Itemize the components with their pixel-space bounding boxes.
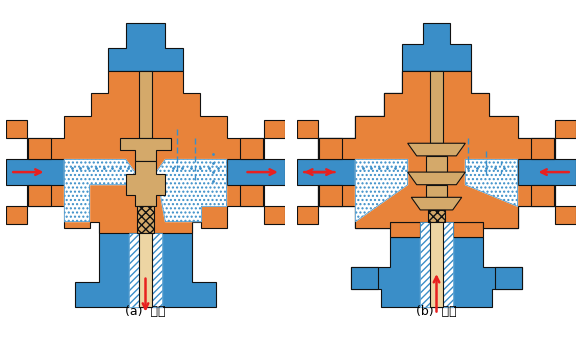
Polygon shape (157, 159, 226, 222)
Bar (129, 233, 162, 307)
Polygon shape (555, 120, 576, 138)
Polygon shape (126, 161, 165, 206)
Polygon shape (264, 120, 285, 138)
Bar (428, 210, 445, 222)
Polygon shape (240, 185, 262, 206)
Polygon shape (75, 222, 216, 307)
Bar (430, 71, 443, 143)
Polygon shape (351, 222, 522, 307)
Polygon shape (356, 159, 407, 222)
Polygon shape (65, 159, 134, 222)
Polygon shape (407, 172, 466, 185)
Polygon shape (226, 159, 285, 185)
Polygon shape (129, 233, 162, 307)
Polygon shape (356, 159, 407, 222)
Polygon shape (318, 71, 555, 237)
Polygon shape (6, 159, 65, 185)
Polygon shape (6, 120, 27, 138)
Polygon shape (264, 206, 285, 224)
Polygon shape (297, 159, 356, 185)
Polygon shape (407, 143, 466, 156)
Polygon shape (108, 23, 183, 71)
Polygon shape (531, 138, 553, 159)
Polygon shape (157, 159, 226, 222)
Polygon shape (27, 71, 264, 233)
Polygon shape (6, 206, 27, 224)
Polygon shape (29, 138, 51, 159)
Polygon shape (402, 23, 471, 71)
Polygon shape (297, 120, 318, 138)
Polygon shape (297, 206, 318, 224)
Bar (425, 185, 448, 197)
Polygon shape (411, 197, 462, 210)
Polygon shape (531, 185, 553, 206)
Bar (137, 206, 154, 233)
Polygon shape (320, 185, 342, 206)
Text: (a)  分流: (a) 分流 (125, 305, 166, 318)
Bar (425, 156, 448, 172)
Polygon shape (29, 185, 51, 206)
Polygon shape (420, 222, 453, 307)
Polygon shape (517, 159, 576, 185)
Polygon shape (240, 138, 262, 159)
Bar (139, 233, 152, 307)
Polygon shape (65, 159, 134, 222)
Bar (430, 222, 443, 307)
Bar (420, 222, 453, 307)
Bar (139, 71, 152, 138)
Polygon shape (555, 206, 576, 224)
Polygon shape (320, 138, 342, 159)
Polygon shape (120, 138, 171, 161)
Text: (b)  合流: (b) 合流 (416, 305, 457, 318)
Bar (428, 210, 445, 222)
Polygon shape (318, 71, 555, 228)
Polygon shape (351, 267, 378, 289)
Polygon shape (495, 267, 522, 289)
Polygon shape (466, 159, 517, 206)
Bar (137, 206, 154, 233)
Polygon shape (466, 159, 517, 206)
